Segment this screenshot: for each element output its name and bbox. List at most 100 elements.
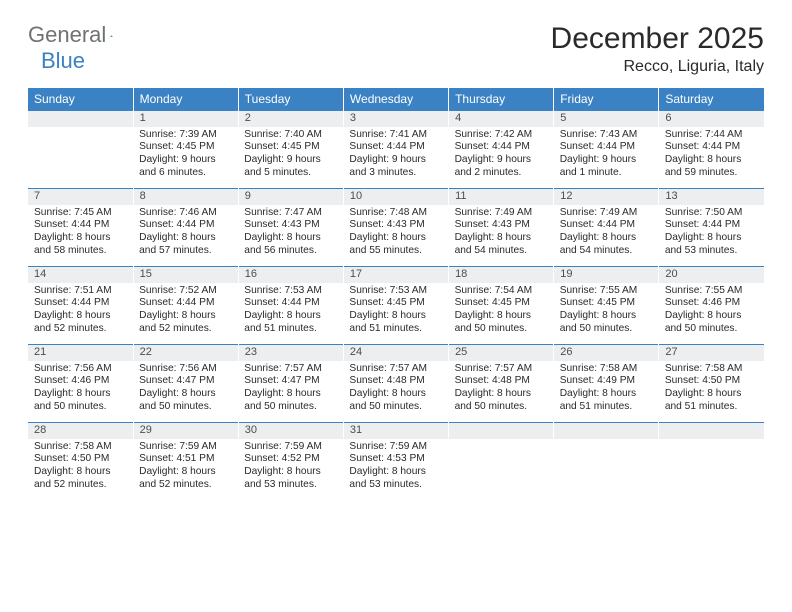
sunset-text: Sunset: 4:45 PM [349, 297, 442, 310]
month-title: December 2025 [551, 22, 764, 56]
day-number: 5 [554, 111, 659, 127]
daylight-text: Daylight: 8 hours and 50 minutes. [560, 310, 653, 336]
sunset-text: Sunset: 4:52 PM [244, 453, 337, 466]
day-number: 1 [133, 111, 238, 127]
day-number: 29 [133, 423, 238, 439]
sunset-text: Sunset: 4:48 PM [349, 375, 442, 388]
day-cell: Sunrise: 7:49 AMSunset: 4:44 PMDaylight:… [554, 205, 659, 267]
day-number: 16 [238, 267, 343, 283]
day-number: 6 [659, 111, 764, 127]
sunset-text: Sunset: 4:43 PM [349, 219, 442, 232]
daylight-text: Daylight: 8 hours and 53 minutes. [349, 466, 442, 492]
day-number: 14 [28, 267, 133, 283]
sunrise-text: Sunrise: 7:58 AM [34, 441, 127, 454]
sunset-text: Sunset: 4:45 PM [560, 297, 653, 310]
sunrise-text: Sunrise: 7:47 AM [244, 207, 337, 220]
daylight-text: Daylight: 8 hours and 51 minutes. [560, 388, 653, 414]
day-number: 9 [238, 189, 343, 205]
sunrise-text: Sunrise: 7:49 AM [455, 207, 548, 220]
daylight-text: Daylight: 8 hours and 51 minutes. [244, 310, 337, 336]
daylight-text: Daylight: 8 hours and 56 minutes. [244, 232, 337, 258]
day-cell: Sunrise: 7:49 AMSunset: 4:43 PMDaylight:… [449, 205, 554, 267]
daylight-text: Daylight: 8 hours and 52 minutes. [139, 310, 232, 336]
day-number-row: 78910111213 [28, 189, 764, 205]
day-cell: Sunrise: 7:57 AMSunset: 4:47 PMDaylight:… [238, 361, 343, 423]
day-number: 8 [133, 189, 238, 205]
day-cell: Sunrise: 7:57 AMSunset: 4:48 PMDaylight:… [449, 361, 554, 423]
sunset-text: Sunset: 4:44 PM [139, 297, 232, 310]
day-cell: Sunrise: 7:58 AMSunset: 4:50 PMDaylight:… [28, 439, 133, 501]
daylight-text: Daylight: 8 hours and 51 minutes. [665, 388, 758, 414]
logo: General [28, 22, 130, 48]
calendar-page: General December 2025 Recco, Liguria, It… [0, 0, 792, 523]
sunrise-text: Sunrise: 7:59 AM [349, 441, 442, 454]
daylight-text: Daylight: 9 hours and 1 minute. [560, 154, 653, 180]
sunrise-text: Sunrise: 7:43 AM [560, 129, 653, 142]
sunset-text: Sunset: 4:46 PM [665, 297, 758, 310]
sunset-text: Sunset: 4:44 PM [560, 219, 653, 232]
sunrise-text: Sunrise: 7:45 AM [34, 207, 127, 220]
sunrise-text: Sunrise: 7:44 AM [665, 129, 758, 142]
day-content-row: Sunrise: 7:58 AMSunset: 4:50 PMDaylight:… [28, 439, 764, 501]
sunrise-text: Sunrise: 7:39 AM [139, 129, 232, 142]
day-cell: Sunrise: 7:45 AMSunset: 4:44 PMDaylight:… [28, 205, 133, 267]
day-number [659, 423, 764, 439]
sunset-text: Sunset: 4:44 PM [560, 141, 653, 154]
day-cell: Sunrise: 7:56 AMSunset: 4:46 PMDaylight:… [28, 361, 133, 423]
sunset-text: Sunset: 4:53 PM [349, 453, 442, 466]
sunset-text: Sunset: 4:44 PM [455, 141, 548, 154]
sunset-text: Sunset: 4:48 PM [455, 375, 548, 388]
day-number-row: 14151617181920 [28, 267, 764, 283]
day-number: 25 [449, 345, 554, 361]
day-cell: Sunrise: 7:59 AMSunset: 4:51 PMDaylight:… [133, 439, 238, 501]
daylight-text: Daylight: 8 hours and 52 minutes. [34, 466, 127, 492]
daylight-text: Daylight: 8 hours and 50 minutes. [455, 310, 548, 336]
weekday-header: Thursday [449, 88, 554, 111]
day-cell [659, 439, 764, 501]
day-number [28, 111, 133, 127]
sunset-text: Sunset: 4:44 PM [34, 219, 127, 232]
day-cell: Sunrise: 7:46 AMSunset: 4:44 PMDaylight:… [133, 205, 238, 267]
day-number-row: 28293031 [28, 423, 764, 439]
daylight-text: Daylight: 9 hours and 6 minutes. [139, 154, 232, 180]
day-number: 7 [28, 189, 133, 205]
day-number: 11 [449, 189, 554, 205]
day-cell: Sunrise: 7:58 AMSunset: 4:49 PMDaylight:… [554, 361, 659, 423]
sunset-text: Sunset: 4:43 PM [455, 219, 548, 232]
sunset-text: Sunset: 4:47 PM [244, 375, 337, 388]
sunrise-text: Sunrise: 7:50 AM [665, 207, 758, 220]
day-cell: Sunrise: 7:56 AMSunset: 4:47 PMDaylight:… [133, 361, 238, 423]
sunset-text: Sunset: 4:51 PM [139, 453, 232, 466]
daylight-text: Daylight: 8 hours and 53 minutes. [244, 466, 337, 492]
sunrise-text: Sunrise: 7:56 AM [139, 363, 232, 376]
daylight-text: Daylight: 8 hours and 50 minutes. [665, 310, 758, 336]
day-number: 2 [238, 111, 343, 127]
sunset-text: Sunset: 4:49 PM [560, 375, 653, 388]
sunset-text: Sunset: 4:45 PM [139, 141, 232, 154]
daylight-text: Daylight: 8 hours and 58 minutes. [34, 232, 127, 258]
daylight-text: Daylight: 8 hours and 50 minutes. [34, 388, 127, 414]
sunset-text: Sunset: 4:44 PM [139, 219, 232, 232]
calendar-table: Sunday Monday Tuesday Wednesday Thursday… [28, 88, 764, 501]
day-cell: Sunrise: 7:52 AMSunset: 4:44 PMDaylight:… [133, 283, 238, 345]
day-content-row: Sunrise: 7:51 AMSunset: 4:44 PMDaylight:… [28, 283, 764, 345]
sunrise-text: Sunrise: 7:55 AM [560, 285, 653, 298]
day-cell: Sunrise: 7:57 AMSunset: 4:48 PMDaylight:… [343, 361, 448, 423]
day-cell: Sunrise: 7:53 AMSunset: 4:45 PMDaylight:… [343, 283, 448, 345]
day-cell: Sunrise: 7:59 AMSunset: 4:53 PMDaylight:… [343, 439, 448, 501]
day-cell: Sunrise: 7:54 AMSunset: 4:45 PMDaylight:… [449, 283, 554, 345]
day-number: 23 [238, 345, 343, 361]
sunrise-text: Sunrise: 7:46 AM [139, 207, 232, 220]
header: General December 2025 Recco, Liguria, It… [28, 22, 764, 76]
sunrise-text: Sunrise: 7:58 AM [560, 363, 653, 376]
day-content-row: Sunrise: 7:56 AMSunset: 4:46 PMDaylight:… [28, 361, 764, 423]
logo-text-gray: General [28, 22, 106, 48]
sunrise-text: Sunrise: 7:48 AM [349, 207, 442, 220]
day-cell: Sunrise: 7:42 AMSunset: 4:44 PMDaylight:… [449, 127, 554, 189]
day-cell: Sunrise: 7:44 AMSunset: 4:44 PMDaylight:… [659, 127, 764, 189]
day-number: 21 [28, 345, 133, 361]
sunset-text: Sunset: 4:47 PM [139, 375, 232, 388]
day-number: 28 [28, 423, 133, 439]
daylight-text: Daylight: 8 hours and 50 minutes. [455, 388, 548, 414]
sunrise-text: Sunrise: 7:57 AM [244, 363, 337, 376]
